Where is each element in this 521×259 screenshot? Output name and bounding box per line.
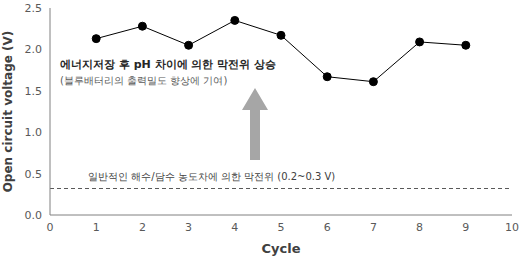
svg-text:0: 0 [47, 221, 54, 234]
svg-text:2: 2 [139, 221, 146, 234]
svg-text:Open circuit voltage (V): Open circuit voltage (V) [8, 31, 15, 193]
svg-text:8: 8 [416, 221, 423, 234]
svg-text:1: 1 [93, 221, 100, 234]
svg-text:3: 3 [185, 221, 192, 234]
svg-text:0.5: 0.5 [25, 168, 43, 181]
svg-text:1.0: 1.0 [25, 126, 43, 139]
svg-text:2.0: 2.0 [25, 43, 43, 56]
svg-text:9: 9 [462, 221, 469, 234]
svg-text:10: 10 [505, 221, 513, 234]
svg-text:일반적인 해수/담수 농도차에 의한 막전위 (0.2~0.: 일반적인 해수/담수 농도차에 의한 막전위 (0.2~0.3 V) [88, 171, 335, 182]
svg-text:4: 4 [231, 221, 238, 234]
svg-text:에너지저장 후 pH 차이에 의한 막전위 상승: 에너지저장 후 pH 차이에 의한 막전위 상승 [60, 58, 276, 71]
svg-text:2.5: 2.5 [25, 2, 43, 15]
svg-text:(블루배터리의 출력밀도 향상에 기여): (블루배터리의 출력밀도 향상에 기여) [60, 75, 227, 86]
svg-text:6: 6 [324, 221, 331, 234]
svg-text:5: 5 [278, 221, 285, 234]
svg-text:0.0: 0.0 [25, 209, 43, 222]
svg-text:7: 7 [370, 221, 377, 234]
svg-text:1.5: 1.5 [25, 85, 43, 98]
svg-text:Cycle: Cycle [262, 241, 301, 256]
